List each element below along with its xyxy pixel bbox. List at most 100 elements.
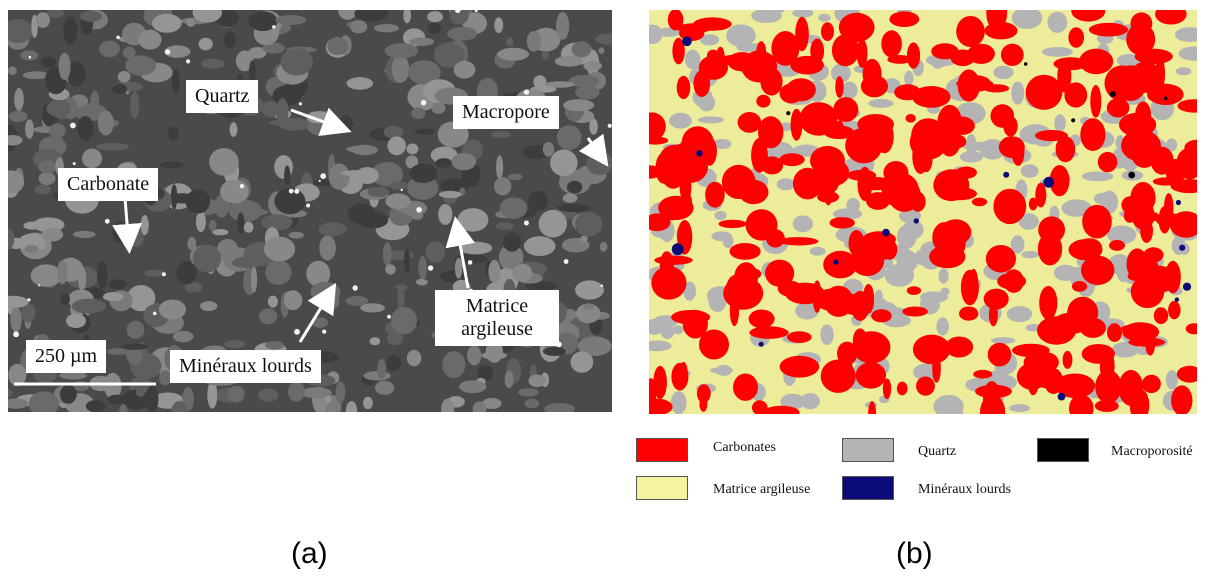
- carbonate-grain: [1000, 43, 1024, 66]
- grain: [459, 380, 487, 394]
- carbonate-grain: [649, 378, 657, 409]
- carbonate-grain: [1171, 385, 1193, 414]
- carbonate-grain: [823, 125, 855, 140]
- carbonate-grain: [654, 255, 693, 265]
- carbonate-grain: [845, 127, 883, 164]
- grain: [276, 98, 289, 126]
- grain: [403, 10, 412, 24]
- carbonate-grain: [990, 104, 1015, 128]
- carbonate-grain: [1185, 323, 1197, 335]
- carbonate-grain: [1099, 349, 1115, 383]
- macropore: [1163, 96, 1168, 101]
- grain: [556, 12, 570, 40]
- grain: [341, 170, 370, 177]
- grain: [526, 31, 542, 52]
- carbonate-grain: [1082, 204, 1112, 239]
- grain: [506, 37, 514, 47]
- grain: [577, 336, 612, 357]
- legend-label-macroporosite: Macroporosité: [1111, 444, 1193, 459]
- carbonate-grain: [1141, 374, 1161, 394]
- grain: [350, 20, 368, 34]
- heavy-mineral-speck: [104, 218, 110, 224]
- carbonate-grain: [1155, 212, 1183, 227]
- grain: [176, 261, 197, 285]
- grain: [168, 126, 179, 141]
- carbonate-grain: [790, 55, 824, 75]
- carbonate-grain: [679, 25, 705, 41]
- grain: [491, 131, 511, 139]
- quartz-grain: [669, 112, 692, 129]
- grain: [248, 47, 267, 59]
- grain: [20, 50, 39, 61]
- quartz-grain: [1011, 81, 1025, 105]
- carbonate-grain: [649, 213, 671, 232]
- grain: [128, 228, 144, 248]
- grain: [212, 229, 229, 236]
- grain: [216, 238, 239, 263]
- grain: [135, 388, 145, 397]
- carbonate-grain: [973, 369, 993, 379]
- grain: [384, 43, 419, 59]
- quartz-grain: [1020, 164, 1039, 178]
- quartz-grain: [1041, 47, 1073, 57]
- grain: [327, 37, 348, 56]
- grain: [306, 260, 331, 287]
- grain: [502, 232, 521, 252]
- quartz-grain: [820, 324, 834, 345]
- quartz-grain: [1009, 404, 1030, 413]
- carbonate-grain: [931, 43, 959, 60]
- carbonate-grain: [696, 384, 711, 403]
- grain: [442, 351, 466, 379]
- carbonate-grain: [672, 37, 685, 65]
- legend-swatch-quartz: [842, 438, 894, 462]
- grain: [228, 199, 262, 222]
- carbonate-grain: [763, 405, 800, 414]
- quartz-grain: [868, 98, 894, 108]
- carbonate-grain: [932, 353, 941, 383]
- grain: [496, 155, 504, 180]
- grain: [99, 40, 120, 58]
- grain: [119, 404, 128, 412]
- carbonate-grain: [855, 362, 887, 389]
- grain: [284, 165, 291, 186]
- carbonate-grain: [1094, 399, 1119, 412]
- grain: [46, 10, 64, 18]
- carbonate-grain: [906, 286, 921, 295]
- heavy-mineral-speck: [523, 220, 529, 226]
- quartz-grain: [1178, 46, 1197, 61]
- carbonate-grain: [988, 303, 998, 327]
- grain: [263, 236, 296, 262]
- legend-swatch-mineraux-lourds: [842, 476, 894, 500]
- grain: [51, 134, 63, 148]
- grain: [556, 125, 582, 150]
- grain: [369, 337, 381, 346]
- grain: [571, 41, 592, 58]
- grain: [382, 242, 392, 267]
- grain: [59, 371, 88, 380]
- grain: [97, 260, 108, 289]
- grain: [158, 370, 172, 386]
- carbonate-grain: [882, 378, 892, 400]
- grain: [8, 363, 27, 387]
- carbonate-grain: [1080, 118, 1106, 151]
- grain: [409, 163, 438, 183]
- grain: [8, 228, 15, 250]
- quartz-grain: [684, 49, 701, 70]
- carbonate-grain: [758, 116, 784, 149]
- grain: [543, 346, 566, 356]
- carbonate-grain: [1055, 136, 1076, 163]
- grain: [107, 348, 130, 355]
- grain: [58, 52, 71, 81]
- grain: [395, 284, 408, 291]
- quartz-grain: [1165, 370, 1178, 390]
- carbonate-grain: [1064, 82, 1088, 108]
- grain: [38, 171, 56, 186]
- quartz-grain: [683, 281, 696, 301]
- grain: [416, 278, 428, 286]
- grain: [261, 214, 293, 231]
- carbonate-grain: [1126, 248, 1148, 280]
- heavy-mineral-speck: [239, 184, 245, 189]
- grain: [265, 340, 285, 350]
- caption-a: (a): [291, 537, 328, 570]
- grain: [151, 13, 182, 33]
